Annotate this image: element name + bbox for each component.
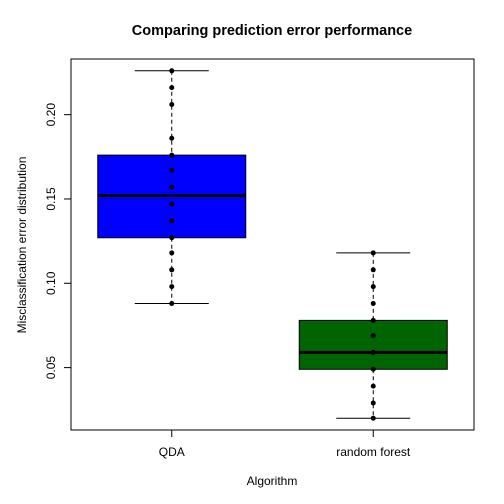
data-point <box>169 235 175 241</box>
y-tick-label: 0.05 <box>44 356 58 380</box>
data-point <box>169 135 175 141</box>
data-point <box>370 301 376 307</box>
chart-title: Comparing prediction error performance <box>132 23 412 39</box>
data-point <box>370 366 376 372</box>
data-point <box>169 218 175 224</box>
data-point <box>370 383 376 389</box>
x-axis-label: Algorithm <box>247 474 298 488</box>
data-point <box>370 267 376 273</box>
y-tick-label: 0.15 <box>44 187 58 211</box>
data-point <box>370 333 376 339</box>
data-point <box>370 349 376 355</box>
plot-frame <box>70 58 475 431</box>
x-tick-label: random forest <box>336 445 411 459</box>
y-axis-label: Misclassification error distribution <box>15 157 29 334</box>
data-point <box>169 102 175 108</box>
data-point <box>169 201 175 207</box>
box-rect <box>298 319 448 370</box>
y-tick-label: 0.10 <box>44 271 58 295</box>
data-point <box>169 284 175 290</box>
data-point <box>370 317 376 323</box>
data-point <box>169 250 175 256</box>
data-point <box>169 267 175 273</box>
data-point <box>370 250 376 256</box>
data-point <box>169 184 175 190</box>
box-qda <box>97 68 247 307</box>
y-axis: 0.05 0.10 0.15 0.20 <box>44 103 71 380</box>
data-point <box>169 68 175 74</box>
data-point <box>169 301 175 307</box>
x-tick-label: QDA <box>159 445 185 459</box>
x-axis: QDA random forest <box>159 430 411 459</box>
boxes-group <box>97 68 448 421</box>
y-tick-label: 0.20 <box>44 103 58 127</box>
data-point <box>169 85 175 91</box>
data-point <box>370 284 376 290</box>
data-point <box>169 167 175 173</box>
data-point <box>370 400 376 406</box>
data-point <box>370 415 376 421</box>
data-point <box>169 152 175 158</box>
box-random-forest <box>298 250 448 421</box>
